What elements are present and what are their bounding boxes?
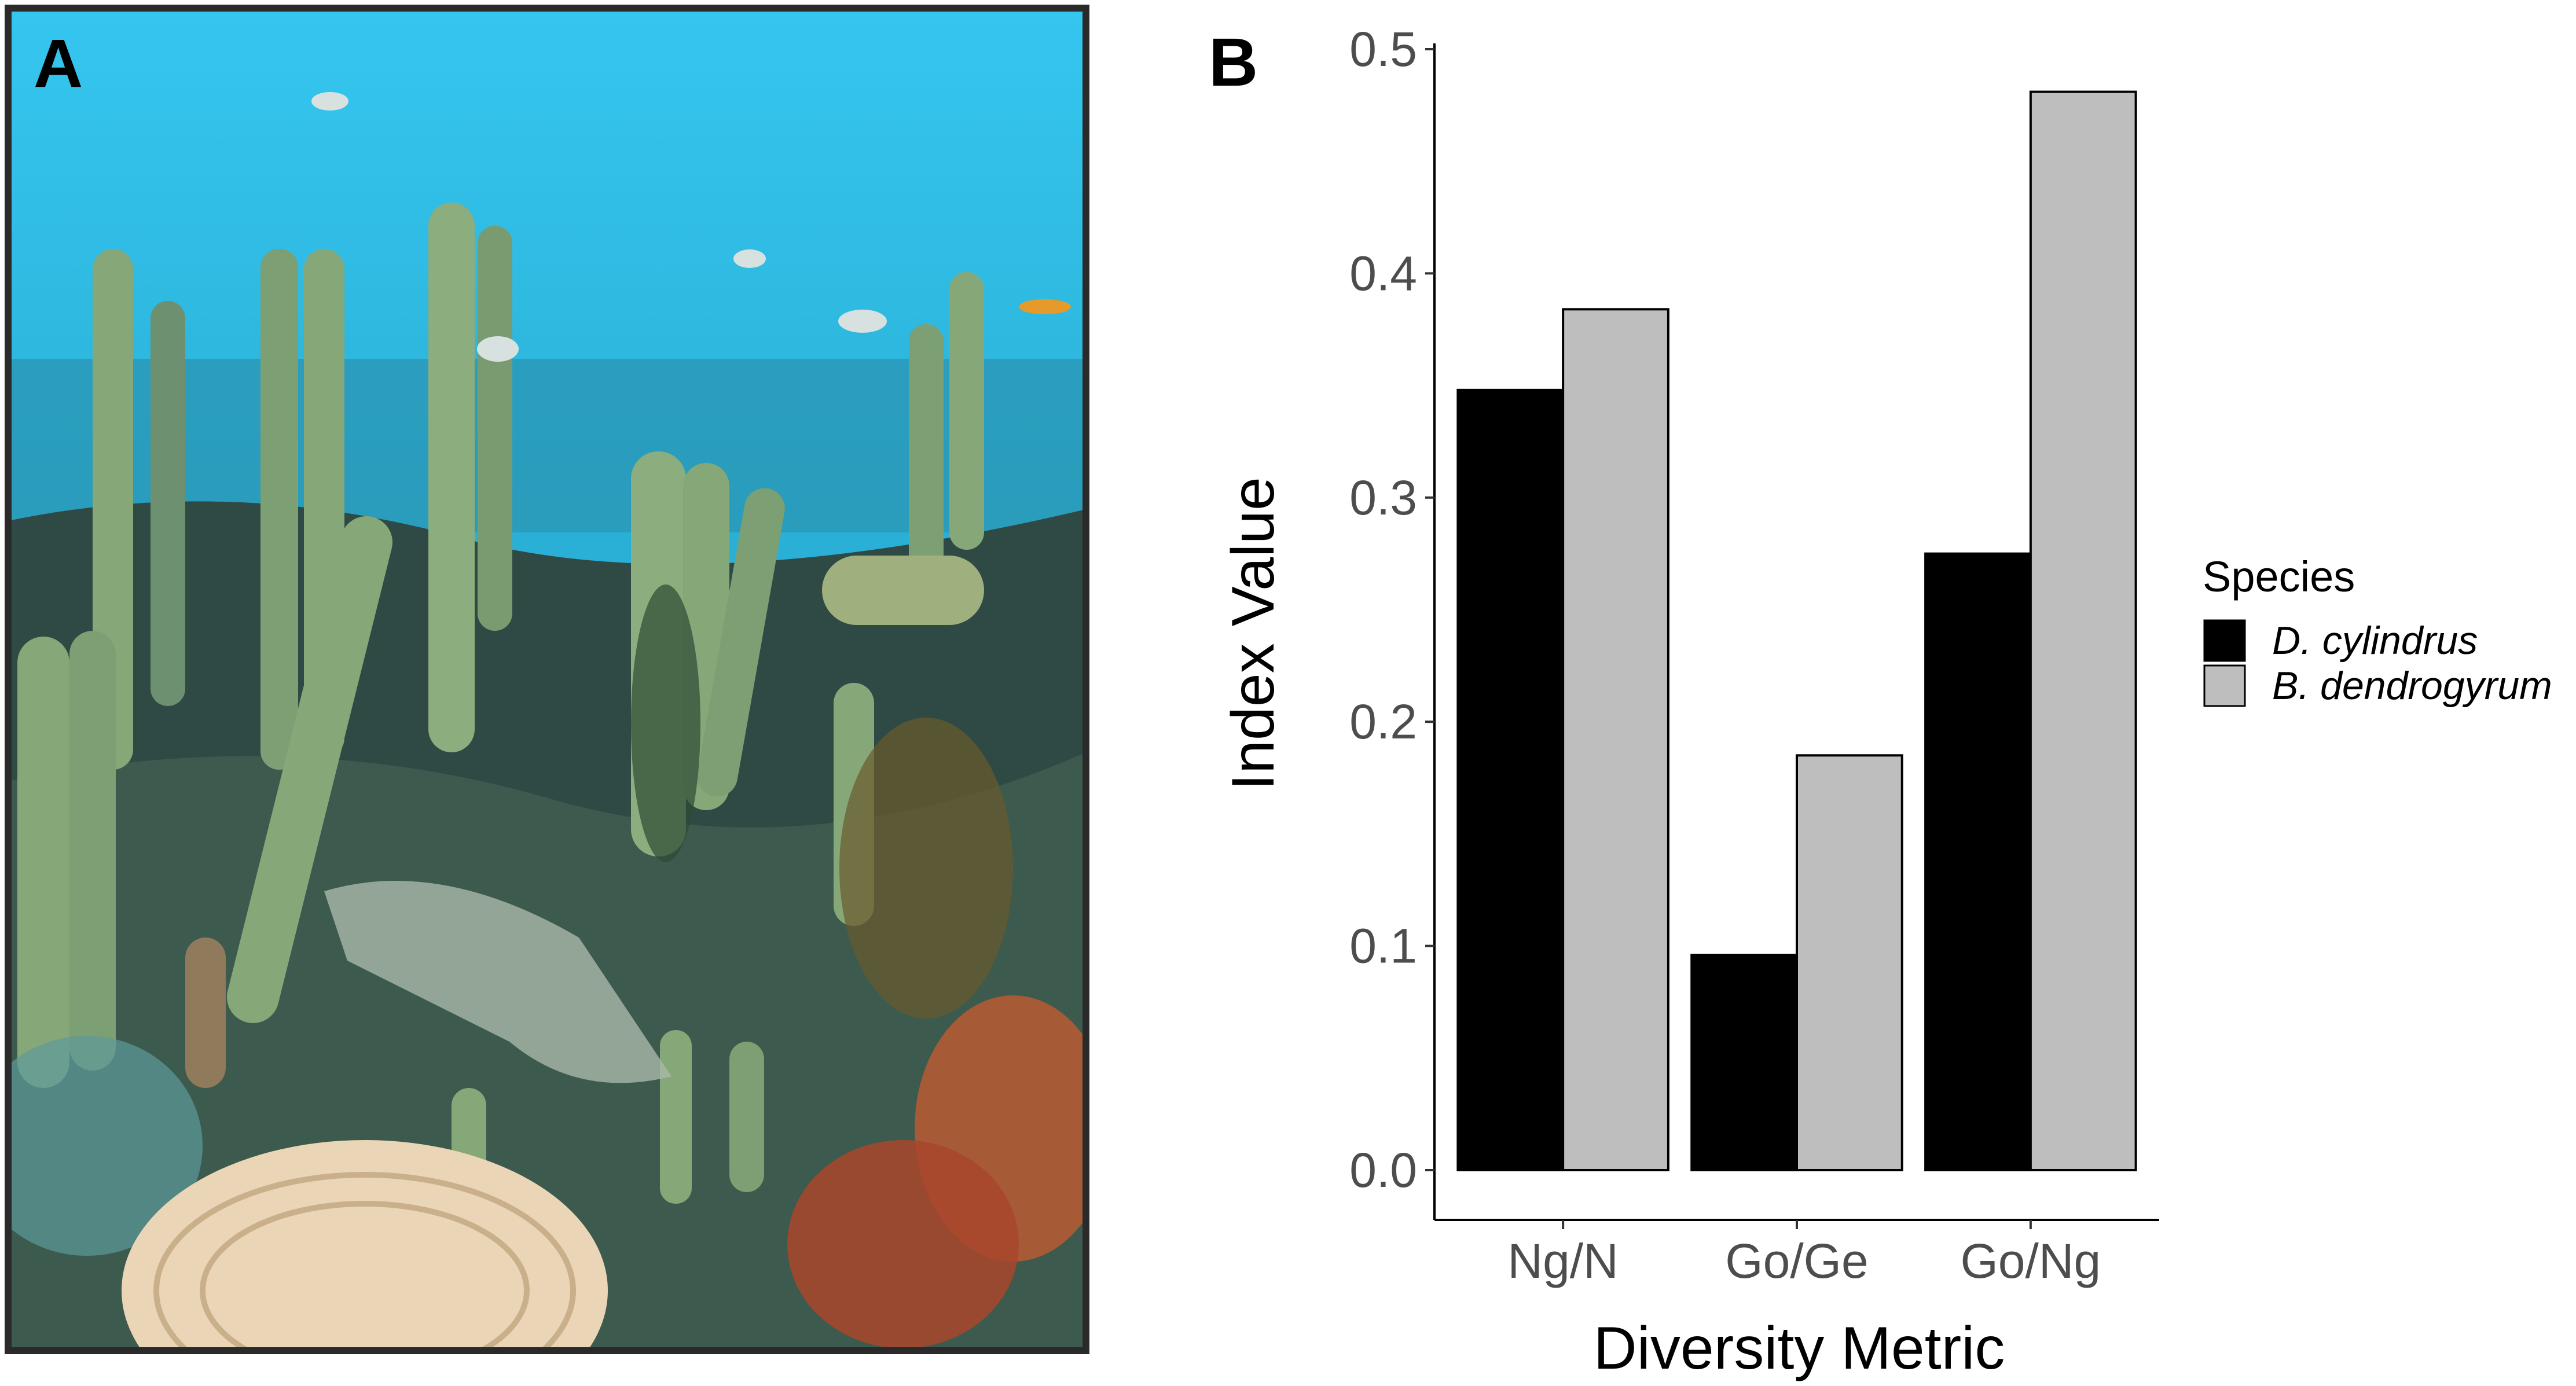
bar-Go-Ng-2: [2029, 90, 2137, 1172]
brain-coral: [122, 1140, 608, 1351]
x-axis-ticks: Ng/N Go/Ge Go/Ng: [1507, 1220, 2101, 1288]
bar-Ng-N-2: [1562, 308, 1669, 1171]
y-axis-title: Index Value: [1220, 477, 1287, 791]
sea-fans: [8, 584, 1086, 1348]
photo-border: [5, 5, 1089, 1354]
legend-key-1: [2203, 619, 2246, 662]
legend-title: Species: [2203, 553, 2355, 601]
legend-label-2: B. dendrogyrum: [2272, 664, 2552, 708]
x-tick-label: Go/Ge: [1725, 1234, 1868, 1288]
reef-photo: A: [5, 5, 1089, 1354]
legend-label-1: D. cylindrus: [2272, 619, 2478, 663]
bar-Go-Ge-2: [1796, 754, 1903, 1172]
bars: [1456, 90, 2137, 1172]
reef-fish: [311, 92, 1071, 362]
legend-key-2: [2203, 664, 2246, 707]
coral-rubble: [324, 881, 671, 1083]
x-tick-label: Ng/N: [1507, 1234, 1618, 1288]
y-tick-label: 0.1: [1349, 919, 1417, 973]
y-tick-label: 0.4: [1349, 246, 1417, 300]
x-axis-title: Diversity Metric: [1594, 1315, 2005, 1382]
panel-label-a: A: [34, 25, 83, 102]
bar-Go-Ng-1: [1924, 552, 2032, 1171]
bar-chart: 0.0 0.1 0.2 0.3 0.4 0.5 Ng/N Go/Ge Go/Ng Index …: [1220, 22, 2159, 1382]
panel-label-b: B: [1209, 24, 1258, 101]
bar-Ng-N-1: [1456, 388, 1565, 1171]
x-tick-label: Go/Ng: [1960, 1234, 2101, 1288]
pillar-corals: [17, 203, 984, 1215]
y-tick-label: 0.5: [1349, 22, 1417, 76]
y-tick-label: 0.0: [1349, 1143, 1417, 1197]
y-tick-label: 0.3: [1349, 470, 1417, 525]
y-axis-ticks: 0.0 0.1 0.2 0.3 0.4 0.5: [1349, 22, 1434, 1197]
y-tick-label: 0.2: [1349, 694, 1417, 749]
bar-Go-Ge-1: [1690, 954, 1798, 1171]
